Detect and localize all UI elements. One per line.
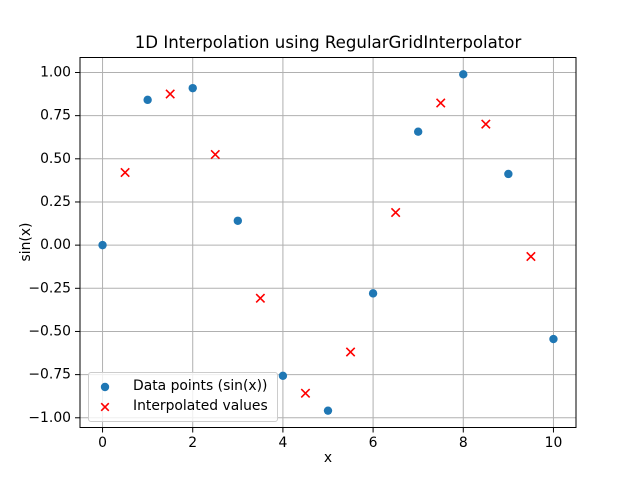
y-tick-label: 0.50	[40, 151, 71, 167]
data-point-marker	[323, 406, 333, 415]
y-tick-label: 1.00	[40, 64, 71, 80]
y-tick-label: 0.75	[40, 108, 71, 124]
data-point-marker	[98, 240, 107, 250]
data-point-marker	[549, 334, 558, 344]
y-tick-label: −0.25	[28, 280, 71, 296]
interpolated-value-marker	[210, 149, 221, 160]
legend-item-data-points: Data points (sin(x))	[97, 377, 268, 397]
x-tick-label: 10	[545, 435, 563, 451]
x-tick-label: 0	[98, 435, 107, 451]
axes-spines	[79, 57, 577, 428]
interpolated-value-marker	[255, 293, 266, 304]
legend: Data points (sin(x)) Interpolated values	[88, 372, 278, 422]
data-point-marker	[233, 216, 243, 225]
data-point-marker	[413, 127, 423, 136]
data-point-marker	[278, 371, 288, 380]
x-tick-label: 2	[188, 435, 197, 451]
legend-label-interpolated: Interpolated values	[133, 398, 268, 415]
x-axis-label: x	[323, 450, 333, 466]
interpolated-value-marker	[435, 98, 446, 108]
chart-title: 1D Interpolation using RegularGridInterp…	[134, 33, 522, 52]
y-tick-label: −0.75	[28, 367, 71, 383]
interpolated-value-marker	[526, 251, 536, 262]
legend-item-interpolated: Interpolated values	[97, 397, 268, 417]
circle-marker-icon	[100, 382, 110, 392]
y-tick-label: −0.50	[28, 323, 71, 339]
data-point-marker	[504, 169, 513, 179]
interpolated-value-marker	[390, 207, 401, 218]
interpolated-value-marker	[165, 89, 175, 99]
x-tick-label: 6	[369, 435, 378, 451]
data-point-marker	[188, 83, 197, 93]
legend-label-data-points: Data points (sin(x))	[133, 378, 268, 395]
interpolated-value-marker	[481, 119, 491, 129]
x-marker-icon	[100, 402, 110, 412]
x-tick-label: 4	[278, 435, 287, 451]
interpolated-value-marker	[300, 388, 311, 399]
y-tick-label: −1.00	[28, 410, 71, 426]
data-point-marker	[368, 289, 378, 298]
interpolated-value-marker	[120, 167, 130, 178]
data-point-marker	[143, 95, 152, 105]
y-tick-label: 0.25	[40, 194, 71, 210]
interpolated-value-marker	[345, 347, 356, 357]
data-point-marker	[459, 70, 468, 79]
x-tick-label: 8	[459, 435, 468, 451]
y-tick-label: 0.00	[40, 237, 71, 253]
